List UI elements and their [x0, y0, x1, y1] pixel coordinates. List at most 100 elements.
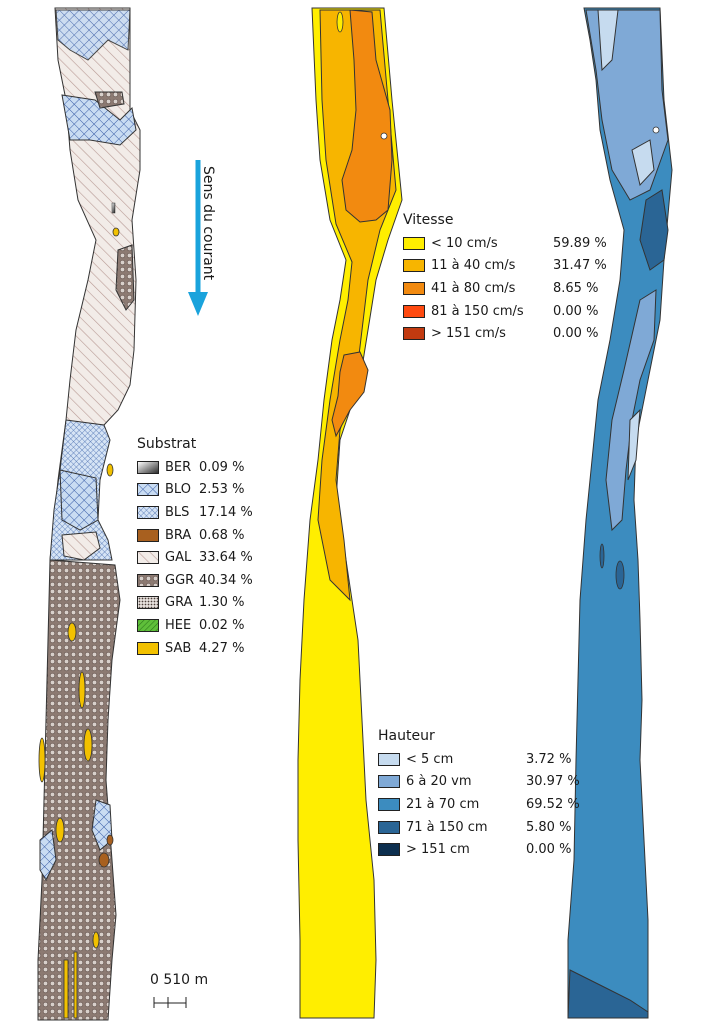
swatch-vitesse-0 [403, 236, 425, 250]
scale-label: 0 510 m [150, 972, 209, 988]
legend-label: 71 à 150 cm [406, 819, 488, 835]
legend-item: > 151 cm/s 0.00 % [403, 322, 607, 345]
swatch-bls [137, 505, 159, 519]
legend-value: 0.00 % [526, 842, 572, 858]
legend-value: 0.68 % [199, 527, 245, 543]
substrat-legend-title: Substrat [137, 436, 197, 452]
legend-item: 6 à 20 vm 30.97 % [378, 771, 580, 794]
legend-code: BRA [165, 527, 192, 543]
substrate-zone-blo [55, 9, 131, 61]
depth-zone-lt5 [627, 408, 641, 481]
legend-code: BER [165, 459, 192, 475]
legend-label: 21 à 70 cm [406, 796, 480, 812]
swatch-hauteur-4 [378, 843, 400, 857]
legend-code: GAL [165, 550, 192, 566]
vitesse-legend-title: Vitesse [403, 212, 454, 228]
legend-value: 33.64 % [199, 550, 253, 566]
legend-item: 21 à 70 cm 69.52 % [378, 793, 580, 816]
scale-bar [153, 997, 187, 1008]
substrate-zone-blo [59, 469, 99, 531]
hauteur-legend-title: Hauteur [378, 728, 435, 744]
velocity-zone-41-80 [331, 351, 369, 438]
depth-zone-71-150 [639, 189, 669, 271]
legend-value: 0.09 % [199, 459, 245, 475]
swatch-hauteur-2 [378, 797, 400, 811]
substrate-map [37, 7, 141, 1021]
depth-zone-lt5 [652, 126, 660, 134]
legend-value: 1.30 % [199, 595, 245, 611]
swatch-bra [137, 528, 159, 542]
legend-item: HEE 0.02 % [137, 614, 253, 637]
legend-label: > 151 cm [406, 842, 470, 858]
swatch-ber [137, 460, 159, 474]
swatch-blo [137, 483, 159, 497]
swatch-ggr [137, 573, 159, 587]
swatch-hauteur-0 [378, 752, 400, 766]
legend-value: 59.89 % [553, 235, 607, 251]
substrate-zone-ggr [37, 559, 121, 1021]
legend-item: < 10 cm/s 59.89 % [403, 232, 607, 255]
legend-label: 41 à 80 cm/s [431, 280, 516, 296]
legend-label: > 151 cm/s [431, 326, 506, 342]
swatch-sab [137, 641, 159, 655]
legend-item: GGR 40.34 % [137, 569, 253, 592]
legend-item: BLS 17.14 % [137, 501, 253, 524]
depth-zone-71-150 [567, 969, 649, 1019]
legend-item: SAB 4.27 % [137, 637, 253, 660]
legend-value: 3.72 % [526, 751, 572, 767]
legend-item: 11 à 40 cm/s 31.47 % [403, 255, 607, 278]
velocity-zone-41-80 [341, 9, 393, 223]
depth-map [567, 7, 673, 1019]
legend-label: < 10 cm/s [431, 235, 498, 251]
legend-value: 2.53 % [199, 482, 245, 498]
legend-value: 0.02 % [199, 617, 245, 633]
legend-item: BRA 0.68 % [137, 524, 253, 547]
depth-zone-71-150 [615, 560, 625, 590]
substrate-zone-blo [39, 829, 57, 882]
legend-code: SAB [165, 640, 192, 656]
current-arrow [188, 160, 208, 316]
legend-code: GGR [165, 572, 195, 588]
legend-item: GRA 1.30 % [137, 592, 253, 615]
substrate-zone-ber [111, 202, 116, 214]
legend-label: < 5 cm [406, 751, 454, 767]
depth-zone-lt5 [631, 139, 655, 187]
substrate-zone-sab [38, 227, 120, 1019]
swatch-gra [137, 596, 159, 610]
substrate-zone-gal [61, 531, 101, 561]
swatch-hee [137, 618, 159, 632]
velocity-map [297, 7, 403, 1019]
legend-item: GAL 33.64 % [137, 546, 253, 569]
legend-label: 11 à 40 cm/s [431, 258, 516, 274]
swatch-vitesse-1 [403, 259, 425, 273]
legend-item: 41 à 80 cm/s 8.65 % [403, 277, 607, 300]
legend-value: 31.47 % [553, 258, 607, 274]
legend-value: 4.27 % [199, 640, 245, 656]
depth-zone-71-150 [599, 543, 605, 569]
legend-item: BLO 2.53 % [137, 479, 253, 502]
velocity-zone-lt10 [380, 132, 388, 140]
legend-item: BER 0.09 % [137, 456, 253, 479]
substrate-zone-ggr [115, 244, 135, 311]
legend-code: BLS [165, 504, 190, 520]
swatch-vitesse-4 [403, 327, 425, 341]
substrate-zone-bra [98, 834, 114, 868]
velocity-zone-lt10 [297, 7, 403, 1019]
legend-label: 81 à 150 cm/s [431, 303, 524, 319]
depth-zone-6-20 [605, 289, 657, 532]
legend-value: 0.00 % [553, 326, 599, 342]
vitesse-legend: Vitesse < 10 cm/s 59.89 % 11 à 40 cm/s 3… [403, 212, 607, 345]
legend-item: 71 à 150 cm 5.80 % [378, 816, 580, 839]
legend-code: BLO [165, 482, 191, 498]
depth-zone-lt5 [597, 9, 619, 72]
legend-code: HEE [165, 617, 192, 633]
legend-value: 8.65 % [553, 280, 599, 296]
velocity-zone-lt10 [336, 11, 344, 33]
legend-item: 81 à 150 cm/s 0.00 % [403, 300, 607, 323]
legend-label: 6 à 20 vm [406, 774, 472, 790]
legend-item: > 151 cm 0.00 % [378, 838, 580, 861]
swatch-hauteur-3 [378, 820, 400, 834]
substrat-legend: Substrat BER 0.09 % BLO 2.53 % BLS 17.14… [137, 436, 253, 659]
legend-value: 40.34 % [199, 572, 253, 588]
